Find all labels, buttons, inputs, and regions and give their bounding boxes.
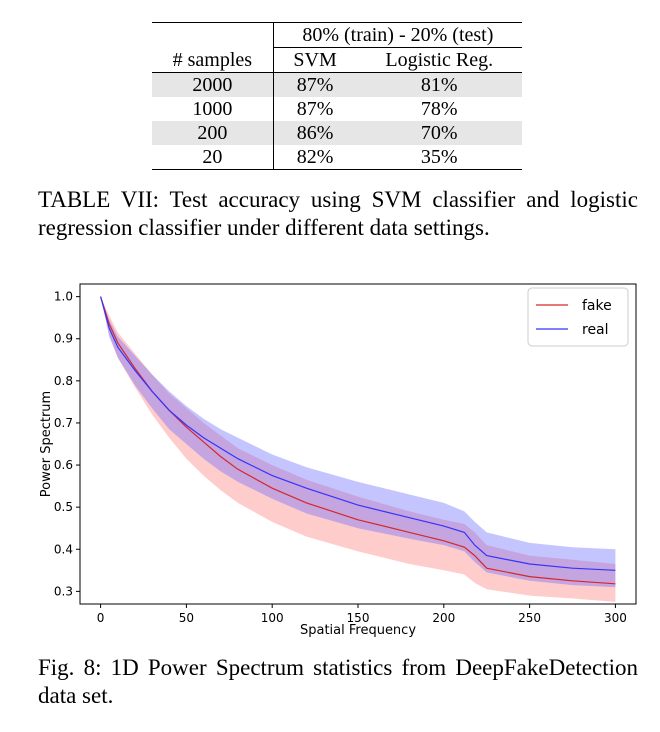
x-tick-label: 200 [432, 611, 455, 625]
x-axis-label: Spatial Frequency [300, 623, 416, 638]
cell-logistic: 81% [356, 72, 522, 97]
cell-svm: 86% [273, 121, 357, 145]
line-fake [100, 296, 616, 585]
x-tick-label: 50 [179, 611, 194, 625]
cell-svm: 82% [273, 145, 357, 170]
legend-label-real: real [582, 322, 609, 338]
x-tick-label: 100 [261, 611, 284, 625]
x-tick-label: 250 [518, 611, 541, 625]
y-tick-label: 0.5 [54, 500, 73, 514]
cell-samples: 2000 [152, 72, 274, 97]
y-tick-label: 0.4 [54, 542, 73, 556]
cell-samples: 200 [152, 121, 274, 145]
y-axis-ticks: 0.3 0.4 0.5 0.6 0.7 0.8 0.9 1.0 [54, 290, 80, 598]
cell-svm: 87% [273, 72, 357, 97]
y-tick-label: 0.9 [54, 332, 73, 346]
y-tick-label: 1.0 [54, 290, 73, 304]
legend-box [527, 287, 629, 347]
cell-samples: 20 [152, 145, 274, 170]
legend: fake real [527, 287, 629, 347]
cell-logistic: 70% [356, 121, 522, 145]
x-tick-label: 0 [97, 611, 105, 625]
cell-logistic: 78% [420, 98, 458, 120]
table-row: 1000 87% 78% [152, 97, 522, 121]
table-header-svm: SVM [273, 47, 357, 73]
y-tick-label: 0.3 [54, 584, 73, 598]
line-real [100, 296, 616, 571]
table-header-samples: # samples [152, 47, 274, 73]
y-axis-label: Power Spectrum [39, 391, 54, 497]
cell-samples: 1000 [152, 97, 274, 121]
legend-label-fake: fake [582, 298, 612, 314]
mean-lines [100, 296, 616, 585]
table-empty-cell [152, 22, 274, 48]
x-tick-label: 300 [604, 611, 627, 625]
results-table: 80% (train) - 20% (test) # samples SVM L… [152, 22, 522, 170]
cell-svm: 87% [296, 98, 334, 120]
x-tick-label: 150 [347, 611, 370, 625]
table-row: 20 82% 35% [152, 145, 522, 170]
y-tick-label: 0.7 [54, 416, 73, 430]
x-axis-ticks: 0 50 100 150 200 250 300 [97, 604, 627, 625]
table-row: 200 86% 70% [152, 121, 522, 145]
table-header-row-span: 80% (train) - 20% (test) [152, 22, 522, 48]
y-tick-label: 0.8 [54, 374, 73, 388]
power-spectrum-chart: 0 50 100 150 200 250 300 0.3 0.4 0.5 0.6 0.7 0.8 0.9… [39, 283, 637, 638]
table-header-row: # samples SVM Logistic Reg. [152, 47, 522, 73]
y-tick-label: 0.6 [54, 458, 73, 472]
table-caption: TABLE VII: Test accuracy using SVM class… [38, 187, 638, 240]
table-header-logistic: Logistic Reg. [356, 47, 522, 73]
cell-logistic: 35% [356, 145, 522, 170]
table-row: 2000 87% 81% [152, 72, 522, 97]
table-header-split: 80% (train) - 20% (test) [273, 22, 522, 48]
band-fake [100, 296, 616, 602]
figure-caption: Fig. 8: 1D Power Spectrum statistics fro… [38, 655, 638, 708]
